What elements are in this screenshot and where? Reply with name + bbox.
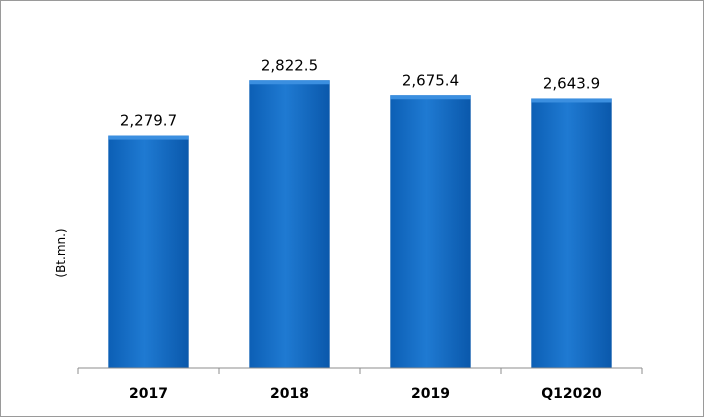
bar-2017: [108, 135, 189, 368]
data-label-q12020: 2,643.9: [543, 74, 600, 92]
bar-q12020: [531, 98, 612, 368]
y-axis-label: (Bt.mn.): [54, 228, 68, 277]
bar-cap-2018: [249, 80, 330, 85]
x-tick-label-2018: 2018: [270, 386, 309, 402]
bar-cap-q12020: [531, 98, 612, 103]
data-label-2019: 2,675.4: [402, 71, 459, 89]
x-tick-label-q12020: Q12020: [541, 386, 602, 402]
bar-2019: [390, 95, 471, 368]
data-label-2017: 2,279.7: [120, 112, 177, 130]
bar-2018: [249, 80, 330, 368]
bar-cap-2017: [108, 135, 189, 140]
x-tick-label-2017: 2017: [129, 386, 168, 402]
data-label-2018: 2,822.5: [261, 56, 318, 74]
bar-cap-2019: [390, 95, 471, 100]
x-tick-label-2019: 2019: [411, 386, 450, 402]
